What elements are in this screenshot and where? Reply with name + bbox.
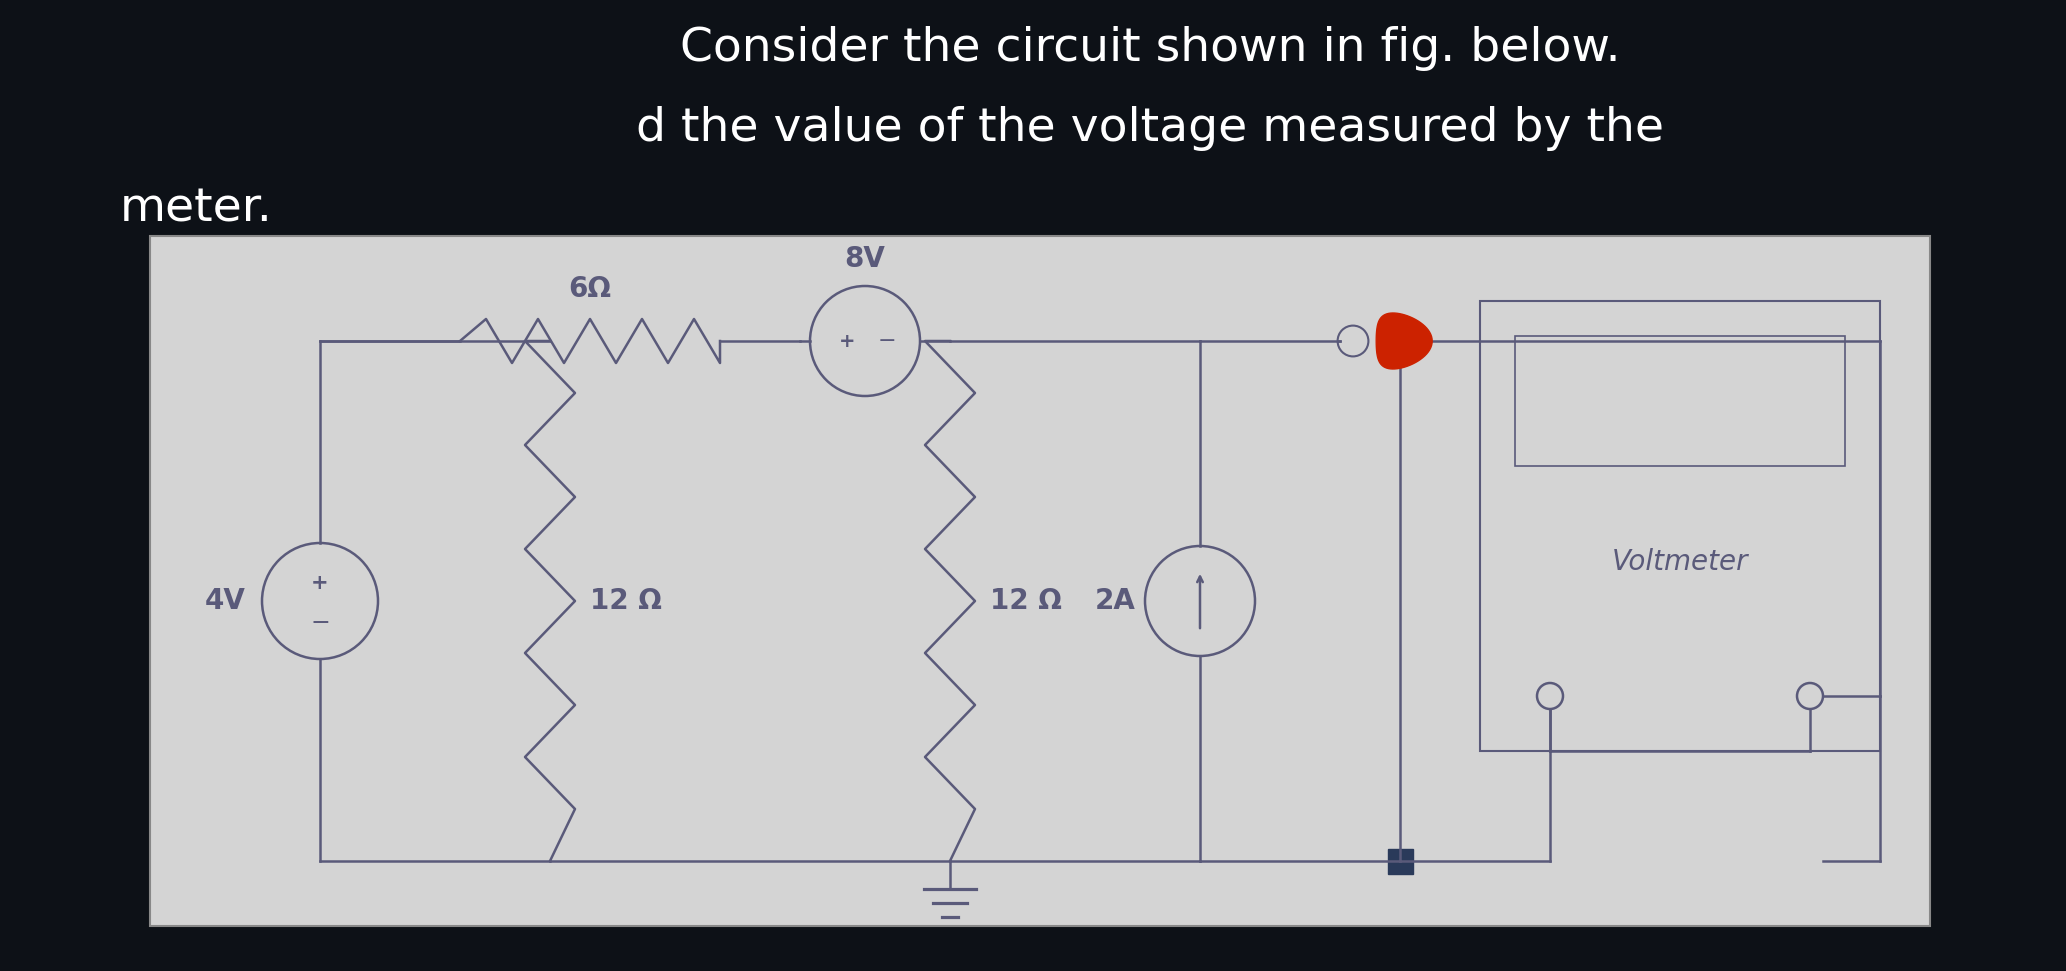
Text: 12 Ω: 12 Ω bbox=[990, 587, 1062, 615]
FancyBboxPatch shape bbox=[1514, 336, 1845, 466]
Text: +: + bbox=[839, 331, 855, 351]
Polygon shape bbox=[1376, 313, 1432, 369]
Text: 6Ω: 6Ω bbox=[568, 275, 612, 303]
Text: d the value of the voltage measured by the: d the value of the voltage measured by t… bbox=[636, 106, 1663, 151]
Text: −: − bbox=[878, 331, 897, 351]
Text: +: + bbox=[312, 573, 328, 593]
Text: −: − bbox=[310, 611, 331, 635]
Text: 2A: 2A bbox=[1095, 587, 1136, 615]
Text: 4V: 4V bbox=[205, 587, 246, 615]
Text: Voltmeter: Voltmeter bbox=[1611, 548, 1748, 576]
FancyBboxPatch shape bbox=[151, 236, 1930, 926]
FancyBboxPatch shape bbox=[1388, 849, 1413, 874]
FancyBboxPatch shape bbox=[1479, 301, 1880, 751]
Text: 12 Ω: 12 Ω bbox=[591, 587, 661, 615]
Text: Consider the circuit shown in fig. below.: Consider the circuit shown in fig. below… bbox=[680, 26, 1620, 71]
Text: meter.: meter. bbox=[120, 186, 273, 231]
Text: 8V: 8V bbox=[845, 245, 886, 273]
